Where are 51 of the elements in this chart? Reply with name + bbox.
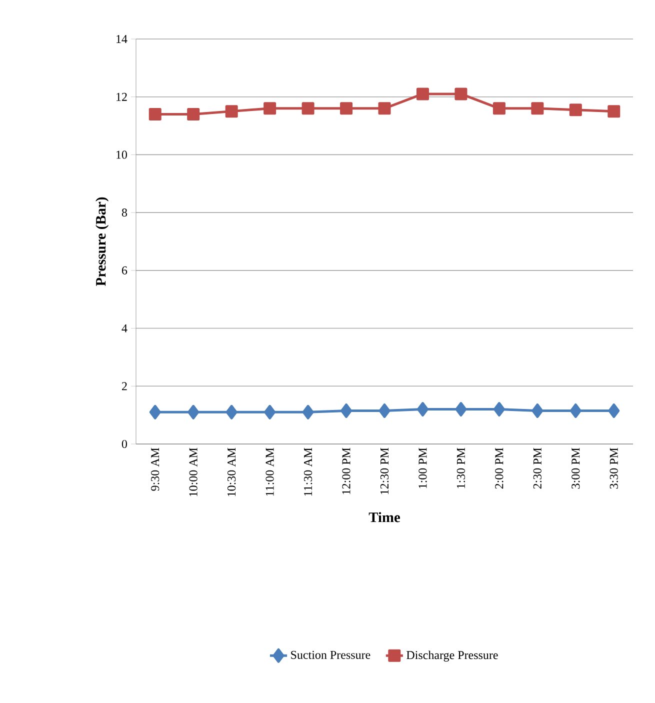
point <box>149 404 161 420</box>
y-tick-label: 2 <box>122 382 127 390</box>
point <box>378 102 391 115</box>
point <box>492 102 506 115</box>
point <box>378 403 390 418</box>
point <box>264 404 276 420</box>
point <box>570 403 582 418</box>
point <box>608 403 620 418</box>
y-tick-label: 12 <box>116 92 127 101</box>
x-tick-label: 3:30 PM <box>610 448 618 489</box>
point <box>188 404 200 420</box>
x-tick-label: 11:00 AM <box>266 448 274 496</box>
x-tick-label: 10:30 AM <box>228 448 236 496</box>
point <box>225 105 238 118</box>
point <box>455 402 467 417</box>
legend-label: Suction Pressure <box>291 650 370 659</box>
point <box>340 403 352 418</box>
point <box>226 404 238 420</box>
x-tick-label: 2:30 PM <box>533 448 542 489</box>
legend-label: Discharge Pressure <box>406 650 498 662</box>
y-tick-label: 6 <box>122 266 128 274</box>
y-tick-label: 0 <box>122 440 128 448</box>
x-tick-label: 2:00 PM <box>495 448 504 489</box>
point <box>608 105 620 118</box>
y-tick-label: 14 <box>116 35 128 43</box>
y-tick-label: 8 <box>122 208 128 217</box>
point <box>340 102 353 115</box>
point <box>148 108 162 120</box>
point <box>454 88 468 100</box>
x-tick-label: 10:00 AM <box>189 448 198 496</box>
point <box>264 102 276 115</box>
point <box>302 404 314 420</box>
x-tick-label: 11:30 AM <box>304 448 312 496</box>
x-tick-label: 12:30 PM <box>380 448 389 494</box>
x-tick-label: 1:00 PM <box>418 448 427 488</box>
x-tick-label: 1:30 PM <box>456 448 466 488</box>
point <box>416 88 429 100</box>
point <box>493 402 505 417</box>
x-tick-label: 3:00 PM <box>572 448 580 489</box>
y-tick-label: 4 <box>122 324 128 332</box>
point <box>532 403 544 418</box>
x-axis-title: Time <box>368 512 400 522</box>
x-tick-label: 12:00 PM <box>342 448 350 494</box>
point <box>531 102 544 115</box>
point <box>302 102 314 115</box>
y-tick-label: 10 <box>116 150 128 159</box>
point <box>187 108 200 120</box>
point <box>569 104 582 116</box>
x-tick-label: 9:30 AM <box>151 448 160 491</box>
point <box>416 402 428 417</box>
y-axis-title: Pressure (Bar) <box>96 197 109 286</box>
